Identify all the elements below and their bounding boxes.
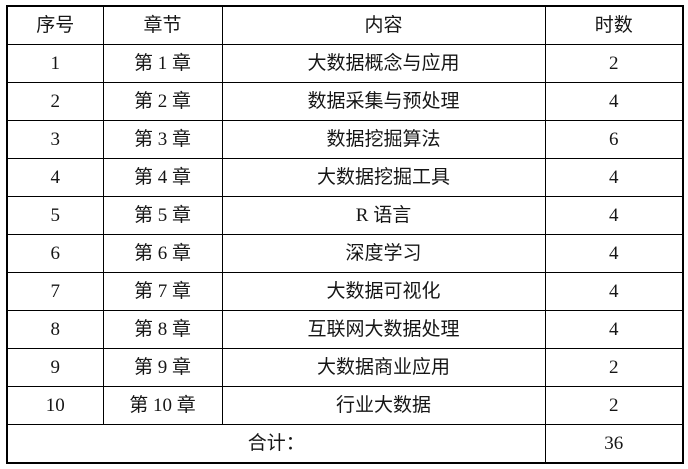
table-row: 3 第 3 章 数据挖掘算法 6 [6,120,684,159]
cell-serial: 7 [6,272,104,311]
cell-chapter: 第 5 章 [102,196,223,235]
cell-content: 大数据概念与应用 [221,44,546,83]
table-row: 9 第 9 章 大数据商业应用 2 [6,348,684,387]
cell-chapter: 第 6 章 [102,234,223,273]
cell-content: 行业大数据 [221,386,546,425]
cell-hours: 2 [544,44,684,83]
cell-serial: 1 [6,44,104,83]
cell-hours: 4 [544,196,684,235]
header-row: 序号 章节 内容 时数 [6,5,684,45]
cell-serial: 4 [6,158,104,197]
course-hours-table: 序号 章节 内容 时数 1 第 1 章 大数据概念与应用 2 2 第 2 章 数… [6,5,684,464]
cell-hours: 4 [544,82,684,121]
cell-chapter: 第 8 章 [102,310,223,349]
cell-content: 互联网大数据处理 [221,310,546,349]
cell-hours: 2 [544,348,684,387]
cell-serial: 3 [6,120,104,159]
cell-content: 大数据商业应用 [221,348,546,387]
cell-hours: 4 [544,158,684,197]
total-row: 合计： 36 [6,424,684,464]
cell-chapter: 第 2 章 [102,82,223,121]
table-row: 5 第 5 章 R 语言 4 [6,196,684,235]
cell-chapter: 第 1 章 [102,44,223,83]
cell-chapter: 第 7 章 [102,272,223,311]
cell-serial: 6 [6,234,104,273]
table-row: 2 第 2 章 数据采集与预处理 4 [6,82,684,121]
cell-content: 深度学习 [221,234,546,273]
cell-chapter: 第 10 章 [102,386,223,425]
cell-hours: 4 [544,272,684,311]
cell-hours: 6 [544,120,684,159]
header-cell-chapter: 章节 [102,5,223,45]
cell-hours: 2 [544,386,684,425]
cell-chapter: 第 4 章 [102,158,223,197]
header-cell-serial: 序号 [6,5,104,45]
cell-serial: 9 [6,348,104,387]
total-label: 合计： [6,424,546,464]
cell-hours: 4 [544,234,684,273]
cell-content: 大数据可视化 [221,272,546,311]
cell-chapter: 第 9 章 [102,348,223,387]
total-value: 36 [544,424,684,464]
table-row: 4 第 4 章 大数据挖掘工具 4 [6,158,684,197]
table-row: 1 第 1 章 大数据概念与应用 2 [6,44,684,83]
cell-serial: 2 [6,82,104,121]
cell-content: 数据挖掘算法 [221,120,546,159]
cell-content: 数据采集与预处理 [221,82,546,121]
cell-chapter: 第 3 章 [102,120,223,159]
table-row: 7 第 7 章 大数据可视化 4 [6,272,684,311]
cell-content: 大数据挖掘工具 [221,158,546,197]
table-row: 10 第 10 章 行业大数据 2 [6,386,684,425]
table-row: 8 第 8 章 互联网大数据处理 4 [6,310,684,349]
cell-content: R 语言 [221,196,546,235]
header-cell-hours: 时数 [544,5,684,45]
cell-serial: 5 [6,196,104,235]
cell-hours: 4 [544,310,684,349]
cell-serial: 8 [6,310,104,349]
header-cell-content: 内容 [221,5,546,45]
cell-serial: 10 [6,386,104,425]
table-row: 6 第 6 章 深度学习 4 [6,234,684,273]
